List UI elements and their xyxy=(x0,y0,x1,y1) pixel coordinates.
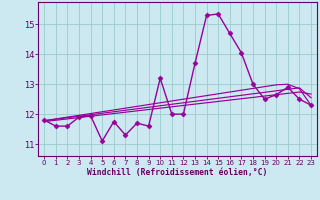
X-axis label: Windchill (Refroidissement éolien,°C): Windchill (Refroidissement éolien,°C) xyxy=(87,168,268,177)
